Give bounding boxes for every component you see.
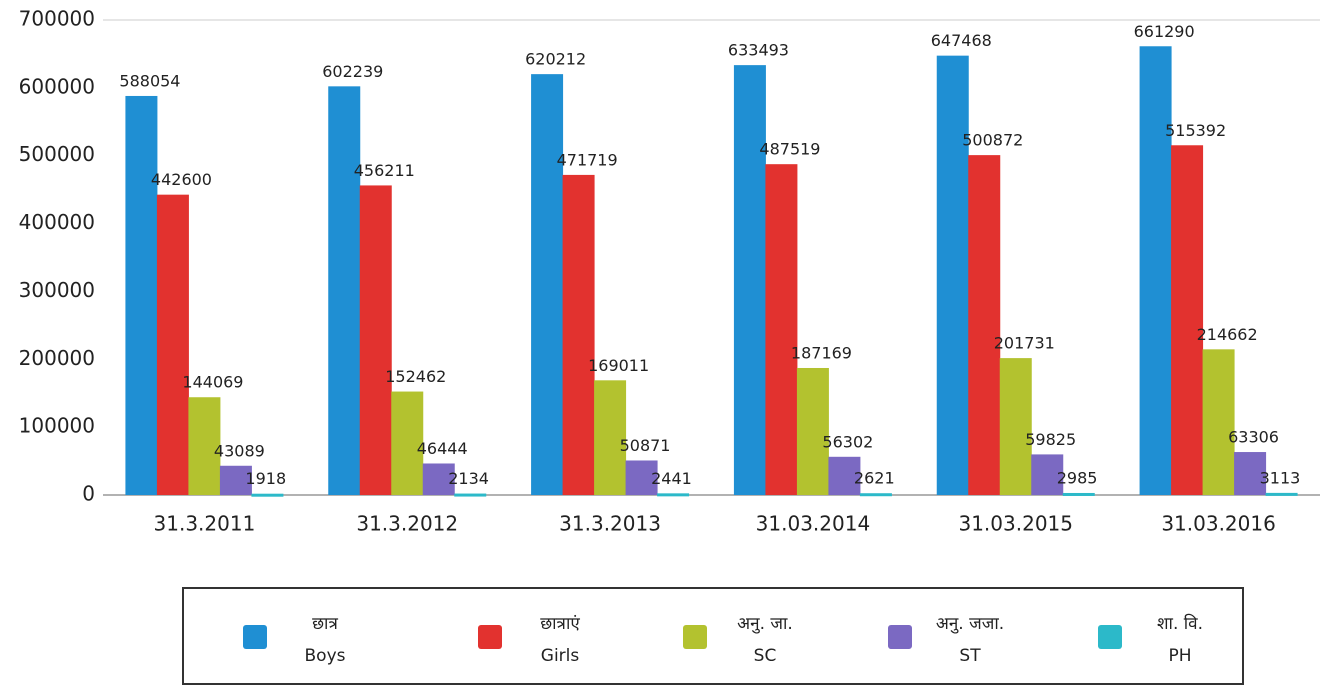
data-label: 152462 <box>385 367 446 386</box>
y-tick-label: 400000 <box>19 210 95 234</box>
legend-label: SC <box>754 646 777 666</box>
x-tick-label: 31.3.2013 <box>559 512 661 536</box>
y-tick-label: 200000 <box>19 346 95 370</box>
legend-swatch <box>888 625 912 649</box>
data-label: 500872 <box>962 131 1023 150</box>
data-label: 620212 <box>525 50 586 69</box>
legend-label: Girls <box>541 646 580 666</box>
bar <box>562 174 595 495</box>
bar <box>968 155 1001 496</box>
bar <box>219 465 252 495</box>
data-label: 602239 <box>322 62 383 81</box>
data-label: 456211 <box>354 161 415 180</box>
legend-label: PH <box>1168 646 1191 666</box>
bar <box>125 95 158 496</box>
legend-label: शा. वि. <box>1157 613 1203 634</box>
bar <box>531 74 564 496</box>
data-label: 46444 <box>417 439 468 458</box>
bar <box>1171 145 1204 495</box>
bar <box>625 460 658 495</box>
y-tick-label: 600000 <box>19 74 95 98</box>
bar <box>1139 46 1172 496</box>
y-tick-label: 100000 <box>19 414 95 438</box>
data-label: 2621 <box>854 469 895 488</box>
legend-label: अनु. जा. <box>737 614 793 634</box>
legend-swatch <box>478 625 502 649</box>
data-label: 442600 <box>151 170 212 189</box>
y-tick-label: 500000 <box>19 142 95 166</box>
bar <box>1031 454 1064 495</box>
bar <box>188 397 221 495</box>
y-tick-label: 300000 <box>19 278 95 302</box>
data-label: 661290 <box>1134 22 1195 41</box>
bar <box>422 463 455 495</box>
data-label: 1918 <box>245 469 286 488</box>
data-label: 2441 <box>651 469 692 488</box>
bar <box>765 164 798 495</box>
legend-label: अनु. जजा. <box>936 614 1004 634</box>
data-label: 647468 <box>931 31 992 50</box>
bar <box>1202 349 1235 495</box>
data-label: 43089 <box>214 441 265 460</box>
data-label: 2985 <box>1057 468 1098 487</box>
data-label: 169011 <box>588 356 649 375</box>
data-label: 214662 <box>1197 325 1258 344</box>
data-label: 633493 <box>728 41 789 60</box>
bar <box>359 185 392 495</box>
legend-label: छात्राएं <box>540 614 580 634</box>
bar <box>251 493 284 497</box>
x-tick-label: 31.03.2016 <box>1161 512 1276 536</box>
bar <box>1234 452 1267 495</box>
bar <box>1265 492 1298 496</box>
legend-label: ST <box>959 646 981 666</box>
data-label: 187169 <box>791 343 852 362</box>
legend-swatch <box>243 625 267 649</box>
data-label: 487519 <box>759 140 820 159</box>
legend-box <box>182 587 1244 685</box>
x-tick-label: 31.3.2012 <box>356 512 458 536</box>
legend-swatch <box>1098 625 1122 649</box>
bar <box>1062 492 1095 496</box>
data-label: 588054 <box>119 71 180 90</box>
y-tick-label: 0 <box>82 482 95 506</box>
bar <box>859 493 892 497</box>
x-tick-label: 31.03.2015 <box>958 512 1073 536</box>
bar <box>391 391 424 495</box>
bar <box>733 65 766 495</box>
data-label: 515392 <box>1165 121 1226 140</box>
data-label: 2134 <box>448 469 489 488</box>
bar <box>828 456 861 495</box>
data-label: 59825 <box>1025 430 1076 449</box>
legend-swatch <box>683 625 707 649</box>
x-tick-label: 31.03.2014 <box>756 512 871 536</box>
bar <box>328 86 361 495</box>
bar <box>936 55 969 495</box>
bar <box>594 380 627 495</box>
bar <box>657 493 690 497</box>
data-label: 63306 <box>1228 428 1279 447</box>
data-label: 201731 <box>994 334 1055 353</box>
data-label: 50871 <box>620 436 671 455</box>
bar <box>156 194 189 495</box>
bar <box>999 358 1032 495</box>
data-label: 144069 <box>182 373 243 392</box>
data-label: 471719 <box>557 150 618 169</box>
x-tick-label: 31.3.2011 <box>154 512 256 536</box>
y-tick-label: 700000 <box>19 7 95 31</box>
data-label: 3113 <box>1260 468 1301 487</box>
legend-label: Boys <box>305 646 346 666</box>
bar <box>454 493 487 497</box>
data-label: 56302 <box>822 432 873 451</box>
bar <box>796 367 829 495</box>
legend-label: छात्र <box>312 614 338 634</box>
